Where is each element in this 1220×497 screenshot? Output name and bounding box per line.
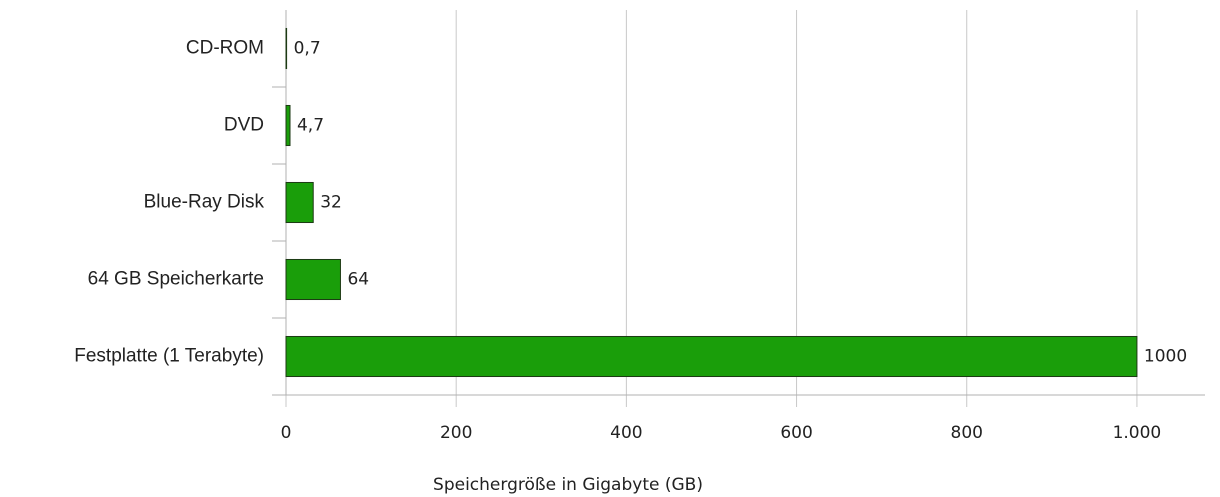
- bar: [285, 104, 291, 147]
- y-tick-label: Festplatte (1 Terabyte): [74, 346, 264, 367]
- value-label: 4,7: [297, 116, 324, 136]
- bar: [285, 181, 314, 224]
- y-tick-label: Blue-Ray Disk: [144, 192, 265, 213]
- bar: [285, 27, 288, 70]
- value-label: 32: [320, 193, 342, 213]
- value-label: 1000: [1144, 347, 1187, 367]
- bar: [285, 335, 1138, 378]
- y-tick-label: CD-ROM: [186, 38, 264, 59]
- x-tick-label: 0: [281, 423, 292, 443]
- x-tick-label: 200: [440, 423, 472, 443]
- x-tick-label: 1.000: [1113, 423, 1162, 443]
- x-tick-label: 600: [780, 423, 812, 443]
- value-label: 64: [347, 270, 369, 290]
- value-label: 0,7: [294, 39, 321, 59]
- bar: [285, 258, 341, 301]
- x-tick-label: 800: [951, 423, 983, 443]
- x-tick-label: 400: [610, 423, 642, 443]
- y-tick-label: 64 GB Speicherkarte: [88, 269, 264, 290]
- x-axis-label: Speichergröße in Gigabyte (GB): [433, 475, 703, 495]
- y-tick-label: DVD: [224, 115, 264, 136]
